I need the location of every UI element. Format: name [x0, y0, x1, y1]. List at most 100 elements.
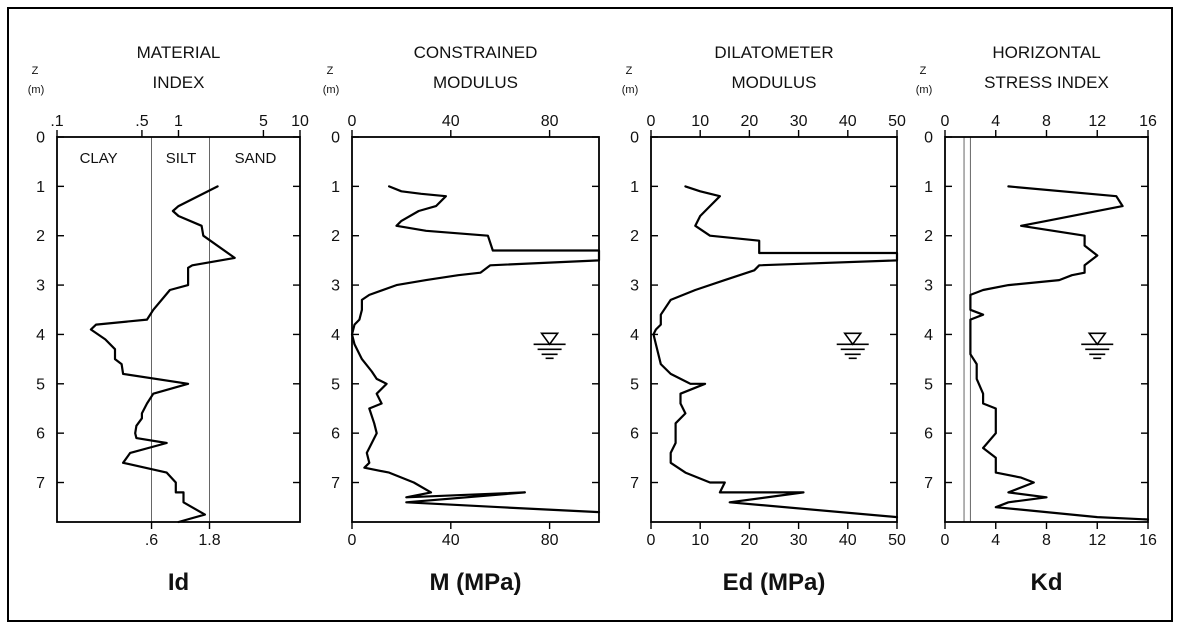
id-y-tick-label-1: 1 — [36, 179, 45, 196]
m-top-tick-label-0: 0 — [348, 113, 357, 130]
m-ylabel-z: Z — [327, 65, 334, 77]
kd-y-tick-label-0: 0 — [924, 130, 933, 147]
ed-top-tick-label-0: 0 — [647, 113, 656, 130]
ed-top-tick-label-4: 40 — [839, 113, 857, 130]
kd-top-tick-label-1: 4 — [991, 113, 1000, 130]
kd-ylabel-z: Z — [920, 65, 927, 77]
ed-bottom-tick-label-4: 40 — [839, 532, 857, 549]
m-title-line-1: CONSTRAINED — [414, 43, 538, 62]
ed-bottom-tick-label-3: 30 — [790, 532, 808, 549]
id-top-tick-label-3: 5 — [259, 113, 268, 130]
kd-bottom-tick-label-0: 0 — [941, 532, 950, 549]
m-water-table-icon — [533, 332, 566, 360]
ed-top-tick-label-2: 20 — [741, 113, 759, 130]
figure-frame — [7, 7, 1173, 622]
id-title-line-1: MATERIAL — [137, 43, 221, 62]
kd-bottom-tick-label-3: 12 — [1088, 532, 1106, 549]
id-bottom-tick-label-1: 1.8 — [198, 532, 220, 549]
m-top-tick-label-2: 80 — [541, 113, 559, 130]
ed-bottom-tick-label-2: 20 — [741, 532, 759, 549]
id-y-tick-label-7: 7 — [36, 475, 45, 492]
ed-plot-area — [650, 136, 898, 523]
ed-y-tick-label-2: 2 — [630, 228, 639, 245]
id-top-tick-label-4: 10 — [291, 113, 309, 130]
id-ylabel-z: Z — [32, 65, 39, 77]
m-y-tick-label-2: 2 — [331, 228, 340, 245]
kd-top-tick-label-4: 16 — [1139, 113, 1157, 130]
id-region-label-silt: SILT — [166, 150, 197, 167]
m-y-tick-label-5: 5 — [331, 376, 340, 393]
ed-top-tick-label-3: 30 — [790, 113, 808, 130]
m-xlabel: M (MPa) — [430, 569, 522, 596]
m-bottom-tick-label-0: 0 — [348, 532, 357, 549]
ed-top-tick-label-5: 50 — [888, 113, 906, 130]
kd-bottom-tick-label-4: 16 — [1139, 532, 1157, 549]
id-top-tick-label-2: 1 — [174, 113, 183, 130]
ed-bottom-tick-label-1: 10 — [691, 532, 709, 549]
id-y-tick-label-0: 0 — [36, 130, 45, 147]
ed-title-line-1: DILATOMETER — [714, 43, 833, 62]
kd-bottom-tick-label-1: 4 — [991, 532, 1000, 549]
ed-water-table-icon — [836, 332, 869, 360]
kd-y-tick-label-1: 1 — [924, 179, 933, 196]
ed-y-tick-label-0: 0 — [630, 130, 639, 147]
m-series-line-0 — [350, 185, 601, 514]
id-series-line-0 — [89, 185, 236, 524]
kd-y-tick-label-6: 6 — [924, 426, 933, 443]
id-ylabel-unit: (m) — [28, 84, 45, 96]
ed-bottom-tick-label-0: 0 — [647, 532, 656, 549]
id-xlabel: Id — [168, 569, 189, 596]
kd-y-tick-label-3: 3 — [924, 278, 933, 295]
kd-xlabel: Kd — [1031, 569, 1063, 596]
kd-y-tick-label-4: 4 — [924, 327, 933, 344]
ed-series-line-0 — [652, 185, 899, 519]
kd-ylabel-unit: (m) — [916, 84, 933, 96]
kd-y-tick-label-7: 7 — [924, 475, 933, 492]
id-y-tick-label-5: 5 — [36, 376, 45, 393]
ed-ylabel-z: Z — [626, 65, 633, 77]
m-plot-area — [351, 136, 600, 523]
m-top-tick-label-1: 40 — [442, 113, 460, 130]
m-y-tick-label-7: 7 — [331, 475, 340, 492]
id-y-tick-label-2: 2 — [36, 228, 45, 245]
id-y-tick-label-3: 3 — [36, 278, 45, 295]
ed-y-tick-label-6: 6 — [630, 426, 639, 443]
kd-top-tick-label-0: 0 — [941, 113, 950, 130]
kd-top-tick-label-2: 8 — [1042, 113, 1051, 130]
id-top-tick-label-0: .1 — [50, 113, 63, 130]
ed-y-tick-label-1: 1 — [630, 179, 639, 196]
ed-y-tick-label-7: 7 — [630, 475, 639, 492]
id-y-tick-label-4: 4 — [36, 327, 45, 344]
id-region-label-sand: SAND — [235, 150, 277, 167]
id-title-line-2: INDEX — [153, 73, 205, 92]
m-y-tick-label-3: 3 — [331, 278, 340, 295]
kd-bottom-tick-label-2: 8 — [1042, 532, 1051, 549]
m-y-tick-label-1: 1 — [331, 179, 340, 196]
ed-title-line-2: MODULUS — [731, 73, 816, 92]
m-ylabel-unit: (m) — [323, 84, 340, 96]
kd-series-line-0 — [969, 185, 1150, 521]
m-bottom-tick-label-2: 80 — [541, 532, 559, 549]
kd-title-line-1: HORIZONTAL — [992, 43, 1100, 62]
id-bottom-tick-label-0: .6 — [145, 532, 158, 549]
m-y-tick-label-0: 0 — [331, 130, 340, 147]
id-region-label-clay: CLAY — [80, 150, 118, 167]
ed-top-tick-label-1: 10 — [691, 113, 709, 130]
ed-xlabel: Ed (MPa) — [723, 569, 826, 596]
kd-y-tick-label-5: 5 — [924, 376, 933, 393]
kd-top-tick-label-3: 12 — [1088, 113, 1106, 130]
ed-ylabel-unit: (m) — [622, 84, 639, 96]
ed-y-tick-label-5: 5 — [630, 376, 639, 393]
m-bottom-tick-label-1: 40 — [442, 532, 460, 549]
kd-water-table-icon — [1081, 332, 1114, 360]
ed-y-tick-label-3: 3 — [630, 278, 639, 295]
kd-plot-area — [944, 136, 1149, 523]
id-y-tick-label-6: 6 — [36, 426, 45, 443]
kd-title-line-2: STRESS INDEX — [984, 73, 1109, 92]
ed-bottom-tick-label-5: 50 — [888, 532, 906, 549]
m-y-tick-label-4: 4 — [331, 327, 340, 344]
kd-y-tick-label-2: 2 — [924, 228, 933, 245]
m-y-tick-label-6: 6 — [331, 426, 340, 443]
